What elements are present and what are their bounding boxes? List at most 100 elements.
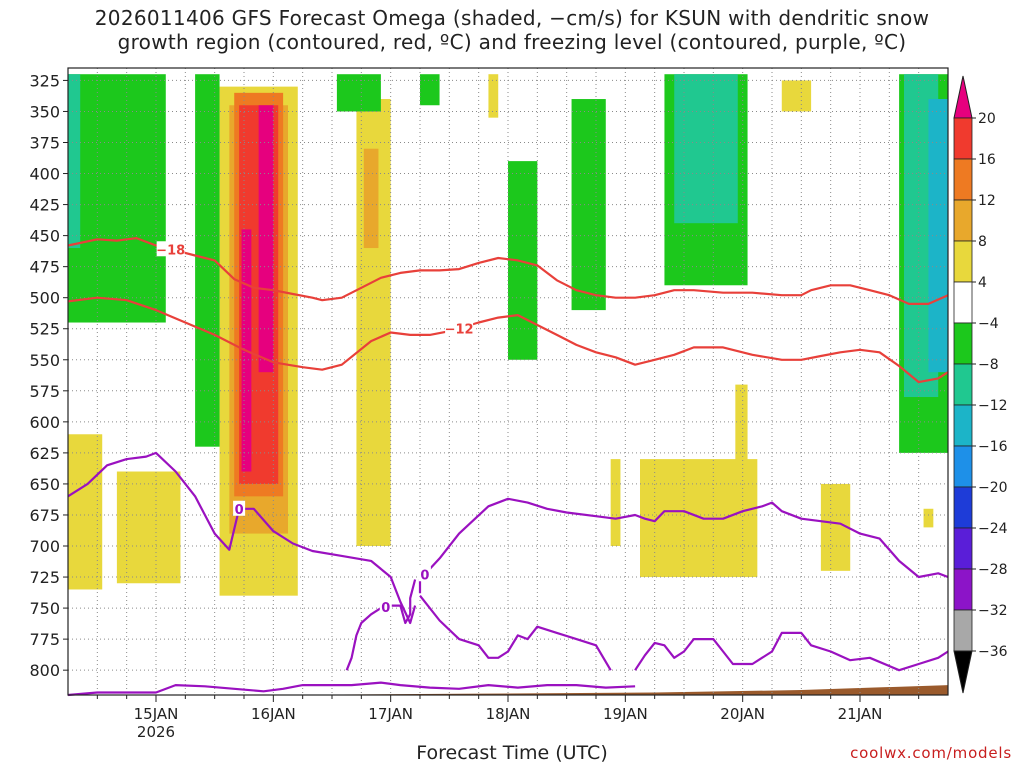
y-tick-label-450: 450 xyxy=(29,227,60,246)
chart-title-line2: growth region (contoured, red, ºC) and f… xyxy=(117,30,907,54)
y-tick-label-800: 800 xyxy=(29,661,60,680)
omega-shade-16 xyxy=(923,508,934,528)
x-tick-label-15JAN: 15JAN xyxy=(134,705,179,723)
omega-shade-12 xyxy=(640,459,758,578)
freezing-contour-line-5 xyxy=(67,681,636,697)
y-tick-label-775: 775 xyxy=(29,630,60,649)
freezing-contour-label-1: 0 xyxy=(381,601,390,616)
x-tick-label-19JAN: 19JAN xyxy=(603,705,648,723)
colorbar-box-0 xyxy=(953,117,973,160)
omega-shade-28 xyxy=(928,99,948,373)
freezing-contour-label-bg-0 xyxy=(233,500,246,516)
omega-shade-10 xyxy=(488,74,499,118)
omega-shade-20 xyxy=(336,74,381,112)
colorbar-bottom-triangle xyxy=(953,650,973,694)
y-tick-label-650: 650 xyxy=(29,475,60,494)
freezing-contour-line-1 xyxy=(345,579,417,671)
dgz-contour-label-bg-0 xyxy=(156,241,185,257)
colorbar-top-triangle xyxy=(953,75,973,119)
y-tick-label-350: 350 xyxy=(29,102,60,121)
freezing-contour-label-2: 0 xyxy=(420,568,429,583)
freezing-contour-line-4 xyxy=(634,631,949,672)
dgz-contour-label-0: −18 xyxy=(156,243,185,258)
site-credit: coolwx.com/models xyxy=(850,744,1012,762)
omega-shade-1 xyxy=(116,471,181,584)
y-tick-label-625: 625 xyxy=(29,444,60,463)
colorbar-label-10: −24 xyxy=(978,521,1008,537)
colorbar-label-0: 20 xyxy=(978,111,996,127)
x-tick-label-18JAN: 18JAN xyxy=(486,705,531,723)
dgz-contour-line-1 xyxy=(67,296,949,384)
y-tick-label-600: 600 xyxy=(29,413,60,432)
omega-shade-6 xyxy=(258,105,274,373)
colorbar-label-6: −8 xyxy=(978,357,999,373)
y-tick-label-475: 475 xyxy=(29,258,60,277)
colorbar-label-2: 12 xyxy=(978,193,996,209)
freezing-contour-label-0: 0 xyxy=(235,503,244,518)
terrain-surface xyxy=(68,685,948,695)
colorbar-label-1: 16 xyxy=(978,152,996,168)
y-tick-label-550: 550 xyxy=(29,351,60,370)
colorbar-label-3: 8 xyxy=(978,234,987,250)
y-tick-label-375: 375 xyxy=(29,133,60,152)
colorbar-box-2 xyxy=(953,199,973,242)
y-axis: 325 350 375 400 425 450 475 500 525 550 575 600 625 6… xyxy=(29,71,68,680)
y-tick-label-700: 700 xyxy=(29,537,60,556)
freezing-contour-line-3 xyxy=(419,595,612,671)
colorbar-label-8: −16 xyxy=(978,439,1008,455)
colorbar-label-7: −12 xyxy=(978,398,1008,414)
colorbar-box-8 xyxy=(953,445,973,488)
chart-title-line1: 2026011406 GFS Forecast Omega (shaded, −… xyxy=(94,6,930,30)
colorbar-box-5 xyxy=(953,322,973,365)
omega-shade-0 xyxy=(68,434,103,590)
colorbar-box-9 xyxy=(953,486,973,529)
colorbar-box-12 xyxy=(953,609,973,652)
colorbar-label-12: −32 xyxy=(978,603,1008,619)
colorbar-box-3 xyxy=(953,240,973,283)
dgz-contour-label-bg-1 xyxy=(445,320,474,336)
omega-shade-14 xyxy=(781,80,812,112)
colorbar-legend: 20 16 12 8 4 −4 −8 −12 −16 −20 −24 −28 −32 −36 xyxy=(953,75,1008,694)
colorbar-box-7 xyxy=(953,404,973,447)
colorbar-box-1 xyxy=(953,158,973,201)
x-tick-label-17JAN: 17JAN xyxy=(368,705,413,723)
y-tick-label-500: 500 xyxy=(29,289,60,308)
colorbar-label-13: −36 xyxy=(978,644,1008,660)
y-tick-label-525: 525 xyxy=(29,320,60,339)
y-tick-label-675: 675 xyxy=(29,506,60,525)
omega-shade-17 xyxy=(68,74,166,323)
x-tick-label-21JAN: 21JAN xyxy=(838,705,883,723)
x-tick-label-16JAN: 16JAN xyxy=(251,705,296,723)
omega-shade-25 xyxy=(674,74,738,224)
y-tick-label-750: 750 xyxy=(29,599,60,618)
dgz-contour-label-1: −12 xyxy=(445,322,474,337)
colorbar-label-5: −4 xyxy=(978,316,999,332)
y-tick-label-425: 425 xyxy=(29,196,60,215)
x-axis-label: Forecast Time (UTC) xyxy=(416,742,608,764)
omega-shade-13 xyxy=(735,384,748,472)
y-tick-label-325: 325 xyxy=(29,71,60,90)
omega-shade-21 xyxy=(420,74,440,106)
omega-shade-19 xyxy=(68,74,81,249)
colorbar-box-6 xyxy=(953,363,973,406)
colorbar-box-11 xyxy=(953,568,973,611)
omega-shade-9 xyxy=(363,148,379,249)
freezing-contour-line-2 xyxy=(418,497,949,594)
terrain-layer xyxy=(68,685,948,695)
y-tick-label-725: 725 xyxy=(29,568,60,587)
colorbar-box-4 xyxy=(953,281,973,324)
grid-layer xyxy=(68,68,948,695)
y-tick-label-400: 400 xyxy=(29,165,60,184)
dgz-contour-line-0 xyxy=(67,237,949,305)
freezing-contour-label-bg-2 xyxy=(418,566,431,582)
y-tick-label-575: 575 xyxy=(29,382,60,401)
contour-layer: −18 −12 0 0 0 xyxy=(67,237,949,697)
omega-shade-11 xyxy=(610,459,621,547)
colorbar-label-4: 4 xyxy=(978,275,987,291)
x-tick-year-label: 2026 xyxy=(137,723,175,741)
x-tick-label-20JAN: 20JAN xyxy=(720,705,765,723)
colorbar-label-9: −20 xyxy=(978,480,1008,496)
freezing-contour-label-bg-1 xyxy=(379,598,392,614)
